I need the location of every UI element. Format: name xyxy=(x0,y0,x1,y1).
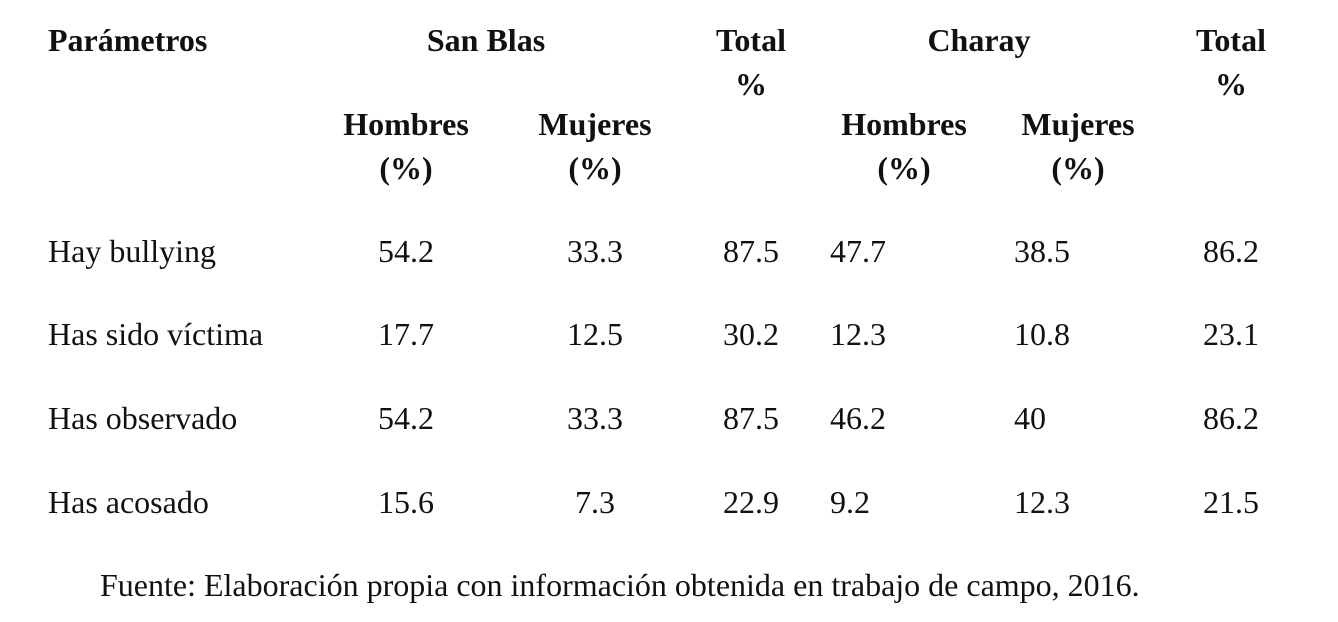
cell-sanblas-mujeres: 33.3 xyxy=(567,400,623,436)
subheader-charay-hombres: Hombres (%) xyxy=(841,102,967,190)
header-parametros: Parámetros xyxy=(48,22,208,58)
total-label: Total xyxy=(716,22,786,58)
pct-label: (%) xyxy=(568,150,622,186)
cell-charay-hombres: 47.7 xyxy=(830,233,886,269)
cell-charay-mujeres: 38.5 xyxy=(1014,233,1070,269)
header-total-charay: Total % xyxy=(1196,18,1266,106)
source-note: Fuente: Elaboración propia con informaci… xyxy=(100,567,1140,603)
cell-sanblas-mujeres: 33.3 xyxy=(567,233,623,269)
hombres-label: Hombres xyxy=(343,106,469,142)
cell-sanblas-hombres: 15.6 xyxy=(378,484,434,520)
total-unit: % xyxy=(734,66,767,102)
total-label: Total xyxy=(1196,22,1266,58)
cell-sanblas-total: 22.9 xyxy=(723,484,779,520)
cell-sanblas-mujeres: 12.5 xyxy=(567,316,623,352)
total-unit: % xyxy=(1214,66,1247,102)
row-label: Hay bullying xyxy=(48,233,216,269)
mujeres-label: Mujeres xyxy=(1021,106,1135,142)
pct-label: (%) xyxy=(1051,150,1105,186)
hombres-label: Hombres xyxy=(841,106,967,142)
pct-label: (%) xyxy=(379,150,433,186)
cell-sanblas-mujeres: 7.3 xyxy=(575,484,615,520)
subheader-sanblas-mujeres: Mujeres (%) xyxy=(538,102,651,190)
cell-charay-hombres: 12.3 xyxy=(830,316,886,352)
header-charay: Charay xyxy=(927,22,1031,58)
subheader-sanblas-hombres: Hombres (%) xyxy=(343,102,469,190)
cell-sanblas-hombres: 17.7 xyxy=(378,316,434,352)
row-label: Has acosado xyxy=(48,484,209,520)
cell-charay-hombres: 9.2 xyxy=(830,484,870,520)
header-total-sanblas: Total % xyxy=(716,18,786,106)
cell-sanblas-hombres: 54.2 xyxy=(378,400,434,436)
cell-charay-mujeres: 12.3 xyxy=(1014,484,1070,520)
cell-sanblas-total: 87.5 xyxy=(723,400,779,436)
cell-charay-mujeres: 10.8 xyxy=(1014,316,1070,352)
row-label: Has observado xyxy=(48,400,238,436)
cell-charay-hombres: 46.2 xyxy=(830,400,886,436)
cell-charay-total: 86.2 xyxy=(1203,233,1259,269)
cell-charay-total: 86.2 xyxy=(1203,400,1259,436)
cell-sanblas-total: 87.5 xyxy=(723,233,779,269)
pct-label: (%) xyxy=(877,150,931,186)
cell-sanblas-hombres: 54.2 xyxy=(378,233,434,269)
mujeres-label: Mujeres xyxy=(538,106,652,142)
cell-charay-total: 23.1 xyxy=(1203,316,1259,352)
cell-sanblas-total: 30.2 xyxy=(723,316,779,352)
header-san-blas: San Blas xyxy=(426,22,546,58)
subheader-charay-mujeres: Mujeres (%) xyxy=(1021,102,1134,190)
cell-charay-total: 21.5 xyxy=(1203,484,1259,520)
cell-charay-mujeres: 40 xyxy=(1014,400,1046,436)
row-label: Has sido víctima xyxy=(48,316,264,352)
